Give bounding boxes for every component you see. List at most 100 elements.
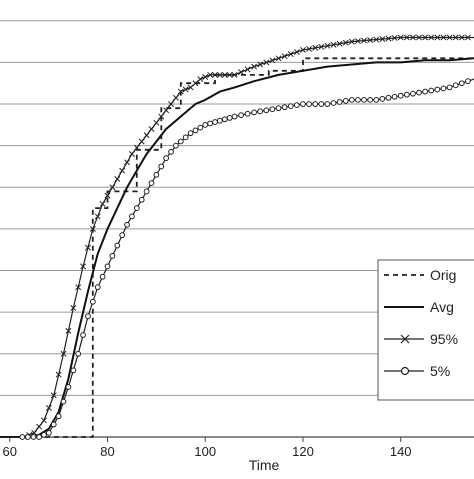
series-marker-95%-62 [324,42,331,49]
series-marker-5%-10 [50,421,57,428]
series-marker-5%-47 [231,113,238,120]
series-marker-5%-64 [336,99,343,105]
series-marker-5%-22 [109,253,116,259]
series-marker-5%-32 [158,163,165,170]
series-marker-5%-38 [187,130,194,137]
series-marker-95%-63 [330,41,337,48]
series-marker-5%-81 [440,85,447,92]
series-marker-5%-52 [263,107,270,114]
series-marker-5%-37 [182,134,189,141]
series-marker-5%-4 [19,434,26,440]
series-marker-95%-17 [85,244,91,251]
series-marker-5%-75 [403,91,410,98]
series-marker-95%-27 [133,144,140,151]
series-marker-5%-73 [391,93,398,100]
series-marker-95%-81 [440,34,447,41]
series-marker-95%-66 [348,38,355,45]
series-marker-5%-30 [148,180,155,187]
series-marker-95%-8 [41,417,47,424]
x-tick-label-3: 120 [292,444,314,459]
series-line-Orig [0,57,474,438]
series-marker-95%-36 [177,88,184,95]
series-marker-95%-38 [187,84,194,91]
series-marker-5%-51 [257,108,264,115]
series-marker-95%-79 [428,34,435,41]
series-marker-5%-34 [168,149,174,155]
series-marker-95%-48 [238,69,245,76]
series-marker-5%-82 [446,84,453,91]
series-marker-95%-25 [124,159,131,166]
x-tick-label-0: 60 [3,444,17,459]
legend-label-Orig: Orig [430,267,456,283]
series-marker-5%-36 [177,138,184,145]
series-marker-95%-19 [94,213,101,220]
series-marker-95%-56 [287,51,294,58]
legend-label-5%: 5% [430,363,450,379]
series-marker-5%-27 [133,205,140,211]
series-marker-5%-80 [434,86,441,93]
x-tick-label-1: 80 [100,444,114,459]
series-marker-95%-76 [409,34,416,41]
series-marker-95%-42 [207,71,214,78]
series-marker-5%-53 [269,106,276,113]
series-marker-95%-33 [163,107,170,114]
series-marker-95%-43 [212,71,218,78]
series-marker-95%-53 [269,57,276,64]
series-marker-95%-23 [114,176,121,182]
series-marker-95%-69 [367,37,374,44]
series-marker-95%-11 [55,371,62,378]
series-marker-5%-59 [306,101,312,107]
legend-box [377,259,474,401]
series-marker-5%-5 [25,434,31,440]
series-marker-5%-69 [367,96,374,103]
series-marker-5%-62 [324,101,331,107]
legend-marker-5% [400,366,410,376]
series-marker-5%-8 [41,432,47,438]
series-marker-95%-57 [293,49,300,55]
series-marker-5%-72 [385,94,392,101]
series-marker-95%-54 [275,55,282,62]
series-marker-5%-50 [251,109,258,116]
series-marker-5%-56 [287,103,294,110]
series-group [0,34,474,440]
series-marker-5%-61 [318,101,325,107]
series-marker-95%-52 [263,59,270,66]
series-marker-5%-65 [342,98,349,104]
series-marker-95%-74 [397,34,404,41]
series-marker-5%-55 [281,104,288,111]
series-marker-5%-39 [192,127,199,134]
series-marker-5%-19 [94,284,101,291]
axes: 60 80 100 120 140 [0,436,474,459]
series-marker-95%-64 [336,40,343,47]
series-marker-95%-37 [182,86,189,93]
series-marker-95%-24 [119,167,126,174]
series-marker-5%-43 [212,119,218,125]
series-line-Avg [0,57,474,438]
series-marker-5%-20 [99,273,106,280]
series-marker-95%-78 [422,34,429,41]
series-marker-5%-41 [202,121,209,128]
x-axis-label: Time [249,457,280,473]
series-marker-5%-77 [416,89,422,96]
series-marker-5%-83 [452,82,459,89]
series-marker-5%-29 [143,188,150,195]
series-marker-5%-78 [422,88,429,95]
x-tick-label-2: 100 [194,444,216,459]
series-marker-95%-14 [70,305,77,311]
series-marker-95%-50 [251,63,258,70]
series-marker-95%-59 [306,45,313,52]
series-marker-95%-84 [458,34,465,41]
series-marker-5%-57 [293,102,300,108]
x-tick-label-4: 140 [390,444,412,459]
series-marker-5%-40 [197,124,204,131]
series-marker-95%-68 [361,37,368,44]
series-marker-95%-77 [416,34,422,41]
series-marker-5%-63 [330,100,337,106]
series-marker-95%-60 [312,44,319,51]
series-marker-95%-34 [168,101,174,108]
legend-label-95%: 95% [430,331,458,347]
series-marker-95%-30 [148,126,155,132]
series-marker-5%-25 [124,221,130,228]
series-marker-5%-12 [60,398,67,405]
